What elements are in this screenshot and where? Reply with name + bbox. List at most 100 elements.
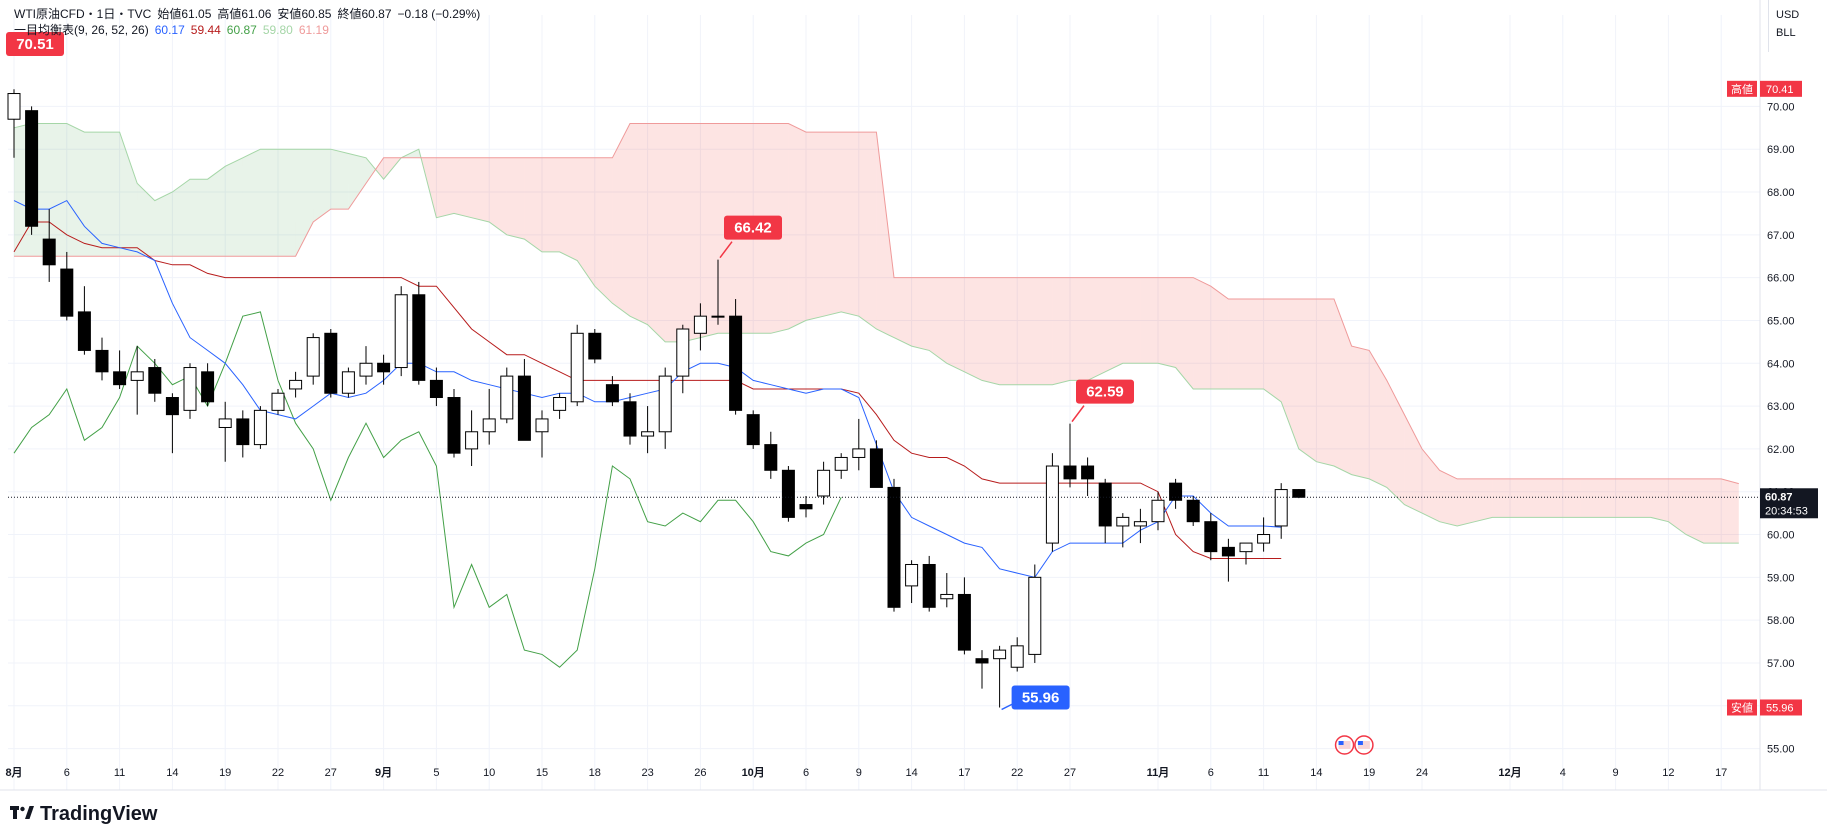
cloud-segment [454,157,472,218]
candle [905,560,919,604]
candle-body [869,448,883,488]
cloud-segment [1263,299,1282,402]
candle [1169,478,1183,509]
candle [130,346,144,415]
cloud-segment [524,157,542,252]
tradingview-wordmark: TradingView [40,802,158,825]
candle-body [957,593,971,651]
candle-body [623,401,637,437]
cloud-segment [348,153,366,210]
cloud-segment [242,149,261,257]
cloud-segment [366,157,376,184]
cloud-segment [1457,478,1475,526]
cloud-segment [1228,299,1246,389]
symbol-title[interactable]: WTI原油CFD・1日・TVC [14,7,152,21]
candle-body [693,315,707,334]
price-axis[interactable]: 55.0056.0057.0058.0059.0060.0061.0062.00… [1727,0,1818,790]
cloud-segment [1510,478,1528,518]
cloud-segment [1052,277,1070,385]
candle-body [113,371,127,386]
time-tick-label: 17 [1715,767,1727,779]
cloud-segment [1527,478,1546,518]
candle-body [1186,499,1200,523]
candle [60,251,74,321]
candle [218,401,232,462]
candle [922,555,936,612]
candle-body [570,332,584,403]
kijun-value: 59.44 [190,23,221,37]
candle-body [658,375,672,433]
time-tick-label: 4 [1560,767,1566,779]
chikou-value: 60.87 [226,23,257,37]
cloud-segment [841,132,859,317]
cloud-segment [1422,448,1440,522]
time-tick-label: 14 [905,767,917,779]
candle [25,106,39,235]
candle-body [60,268,74,317]
candle [183,363,197,419]
candle [236,410,250,458]
cloud-segment [1105,277,1123,372]
ohlc-close: 終値60.87 [337,7,392,21]
candle-body [1081,465,1095,480]
callout-box [6,32,64,56]
candle-body [1239,542,1253,553]
currency-unit-selector[interactable]: USD BLL [1768,0,1821,52]
candle [517,358,531,441]
flag-stripes [1357,741,1370,749]
candle [834,453,848,479]
tradingview-brand[interactable]: TradingView [10,802,157,826]
callout-pointer [1071,405,1085,423]
price-tick-label: 63.00 [1767,401,1795,413]
callout-text: 66.42 [734,220,772,237]
cloud-segment [788,123,806,330]
candle [570,324,584,407]
cloud-segment [102,132,120,257]
candle [165,393,179,454]
time-tick-label: 26 [694,767,706,779]
price-tag-box [1727,699,1757,716]
candle-body [359,362,373,377]
cloud-segment [278,149,296,257]
cloud-segment [682,123,701,342]
candle [781,466,795,522]
candle [676,324,690,394]
candle [1045,453,1059,552]
callout-box [1011,685,1070,710]
candle-body [271,392,285,411]
candle-body [922,563,936,608]
candle [95,337,109,381]
candle [1204,513,1218,561]
time-axis[interactable]: 8月 6 11 14 19 22 27 9月 5 10 15 18 23 26 10月 6 9 14 17 22 27 1… [0,766,1827,791]
currency-label[interactable]: USD [1776,9,1800,21]
cloud-segment [1193,277,1211,389]
candles [7,89,1306,708]
cloud-segment [66,123,85,257]
time-tick-label: 10月 [742,766,765,779]
candle-body [1204,521,1218,553]
cloud-segment [929,277,947,364]
candle [887,478,901,612]
candle-body [817,469,831,497]
tenkan-sen-line [13,199,1282,578]
unit-label[interactable]: BLL [1776,27,1796,39]
time-tick-label: 14 [166,767,178,779]
candle-body [1028,576,1042,655]
price-tick-label: 59.00 [1767,572,1795,584]
candle [42,209,56,282]
time-tick-label: 11 [1258,767,1269,779]
current-price-box [1760,488,1818,519]
candle [623,393,637,445]
indicator-row[interactable]: 一目均衡表(9, 26, 52, 26) 60.17 59.44 60.87 5… [14,22,480,38]
candle-body [324,332,338,394]
callout-box [724,215,782,240]
cloud-segment [207,166,226,257]
candle [482,388,496,445]
cloud-segment [1140,277,1158,364]
candle [1274,483,1288,539]
candle [324,329,338,398]
candle-body [447,397,461,454]
chart-legend: WTI原油CFD・1日・TVC 始値61.05 高値61.06 安値60.85 … [14,6,480,38]
cloud-segment [612,123,630,317]
